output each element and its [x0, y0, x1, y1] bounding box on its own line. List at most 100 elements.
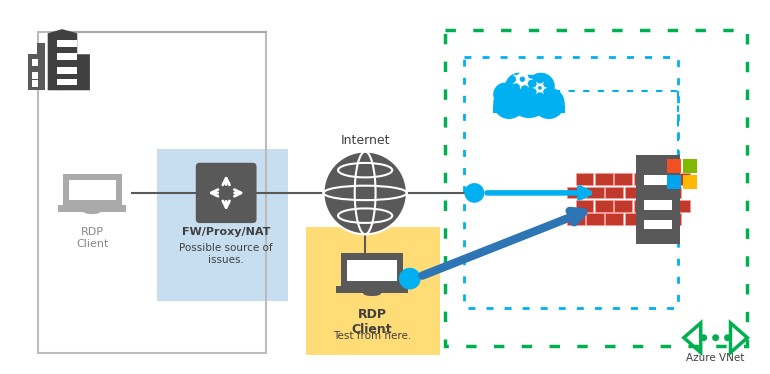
Polygon shape: [64, 79, 71, 85]
Polygon shape: [624, 213, 643, 225]
Polygon shape: [644, 187, 662, 198]
Polygon shape: [653, 200, 671, 212]
Circle shape: [323, 151, 407, 234]
Bar: [156, 148, 288, 301]
Polygon shape: [614, 173, 632, 185]
Circle shape: [520, 77, 525, 82]
Polygon shape: [513, 74, 517, 78]
Polygon shape: [595, 200, 613, 212]
Polygon shape: [605, 187, 623, 198]
Polygon shape: [605, 213, 623, 225]
Polygon shape: [634, 200, 651, 212]
Polygon shape: [664, 187, 681, 198]
Bar: [444, 30, 748, 346]
Circle shape: [464, 183, 484, 203]
Polygon shape: [624, 187, 643, 198]
Circle shape: [533, 88, 564, 119]
Polygon shape: [71, 67, 77, 74]
Polygon shape: [614, 200, 632, 212]
Polygon shape: [71, 40, 77, 47]
Circle shape: [494, 83, 517, 106]
Polygon shape: [64, 40, 71, 47]
Polygon shape: [541, 91, 544, 95]
Polygon shape: [347, 260, 397, 281]
Polygon shape: [683, 175, 697, 189]
Polygon shape: [683, 159, 697, 173]
Bar: [464, 57, 678, 308]
Circle shape: [494, 88, 525, 119]
Text: FW/Proxy/NAT: FW/Proxy/NAT: [182, 227, 270, 237]
Ellipse shape: [363, 291, 381, 296]
Polygon shape: [520, 85, 523, 90]
Polygon shape: [59, 205, 126, 212]
Polygon shape: [520, 69, 523, 74]
Polygon shape: [667, 175, 681, 189]
Text: Azure VNet: Azure VNet: [686, 353, 745, 364]
Polygon shape: [576, 200, 594, 212]
Polygon shape: [57, 53, 64, 60]
Polygon shape: [32, 72, 38, 79]
Polygon shape: [672, 200, 690, 212]
Circle shape: [538, 86, 542, 90]
Polygon shape: [644, 213, 662, 225]
Bar: [306, 227, 440, 355]
Polygon shape: [28, 43, 45, 90]
Polygon shape: [62, 174, 122, 205]
Polygon shape: [336, 286, 408, 293]
Polygon shape: [667, 159, 681, 173]
Polygon shape: [544, 87, 547, 89]
Polygon shape: [595, 173, 613, 185]
Circle shape: [505, 73, 533, 100]
Bar: [38, 32, 266, 353]
Polygon shape: [32, 80, 38, 87]
Text: Possible source of
issues.: Possible source of issues.: [179, 243, 273, 265]
Polygon shape: [525, 83, 529, 88]
Polygon shape: [664, 213, 681, 225]
Polygon shape: [69, 180, 116, 200]
Text: RDP
Client: RDP Client: [352, 308, 393, 336]
Polygon shape: [586, 187, 604, 198]
Polygon shape: [513, 80, 517, 84]
Polygon shape: [644, 220, 672, 229]
Polygon shape: [64, 53, 71, 60]
Polygon shape: [567, 213, 584, 225]
Polygon shape: [672, 173, 690, 185]
Polygon shape: [57, 40, 64, 47]
Circle shape: [527, 73, 554, 100]
Polygon shape: [536, 81, 539, 85]
Circle shape: [535, 83, 544, 92]
Text: Internet: Internet: [340, 134, 390, 147]
Circle shape: [507, 75, 551, 118]
Polygon shape: [636, 156, 680, 244]
Polygon shape: [644, 175, 672, 185]
Polygon shape: [64, 67, 71, 74]
Polygon shape: [536, 91, 539, 95]
Polygon shape: [586, 213, 604, 225]
Polygon shape: [32, 59, 38, 66]
Polygon shape: [528, 78, 534, 81]
Polygon shape: [653, 173, 671, 185]
Bar: [38, 32, 266, 353]
Polygon shape: [634, 173, 651, 185]
Polygon shape: [48, 29, 90, 90]
Polygon shape: [71, 79, 77, 85]
Text: Test from here.: Test from here.: [333, 331, 411, 341]
Polygon shape: [57, 79, 64, 85]
Text: RDP
Client: RDP Client: [76, 227, 109, 249]
Polygon shape: [494, 105, 564, 113]
Polygon shape: [71, 53, 77, 60]
Polygon shape: [341, 254, 403, 286]
Circle shape: [516, 73, 529, 86]
Polygon shape: [532, 87, 536, 89]
Polygon shape: [57, 67, 64, 74]
Polygon shape: [567, 187, 584, 198]
Polygon shape: [576, 173, 594, 185]
FancyBboxPatch shape: [196, 163, 256, 223]
Circle shape: [712, 334, 719, 341]
Circle shape: [724, 334, 731, 341]
Polygon shape: [541, 81, 544, 85]
Ellipse shape: [84, 209, 101, 214]
Polygon shape: [644, 200, 672, 210]
Circle shape: [700, 334, 707, 341]
Circle shape: [399, 268, 420, 289]
